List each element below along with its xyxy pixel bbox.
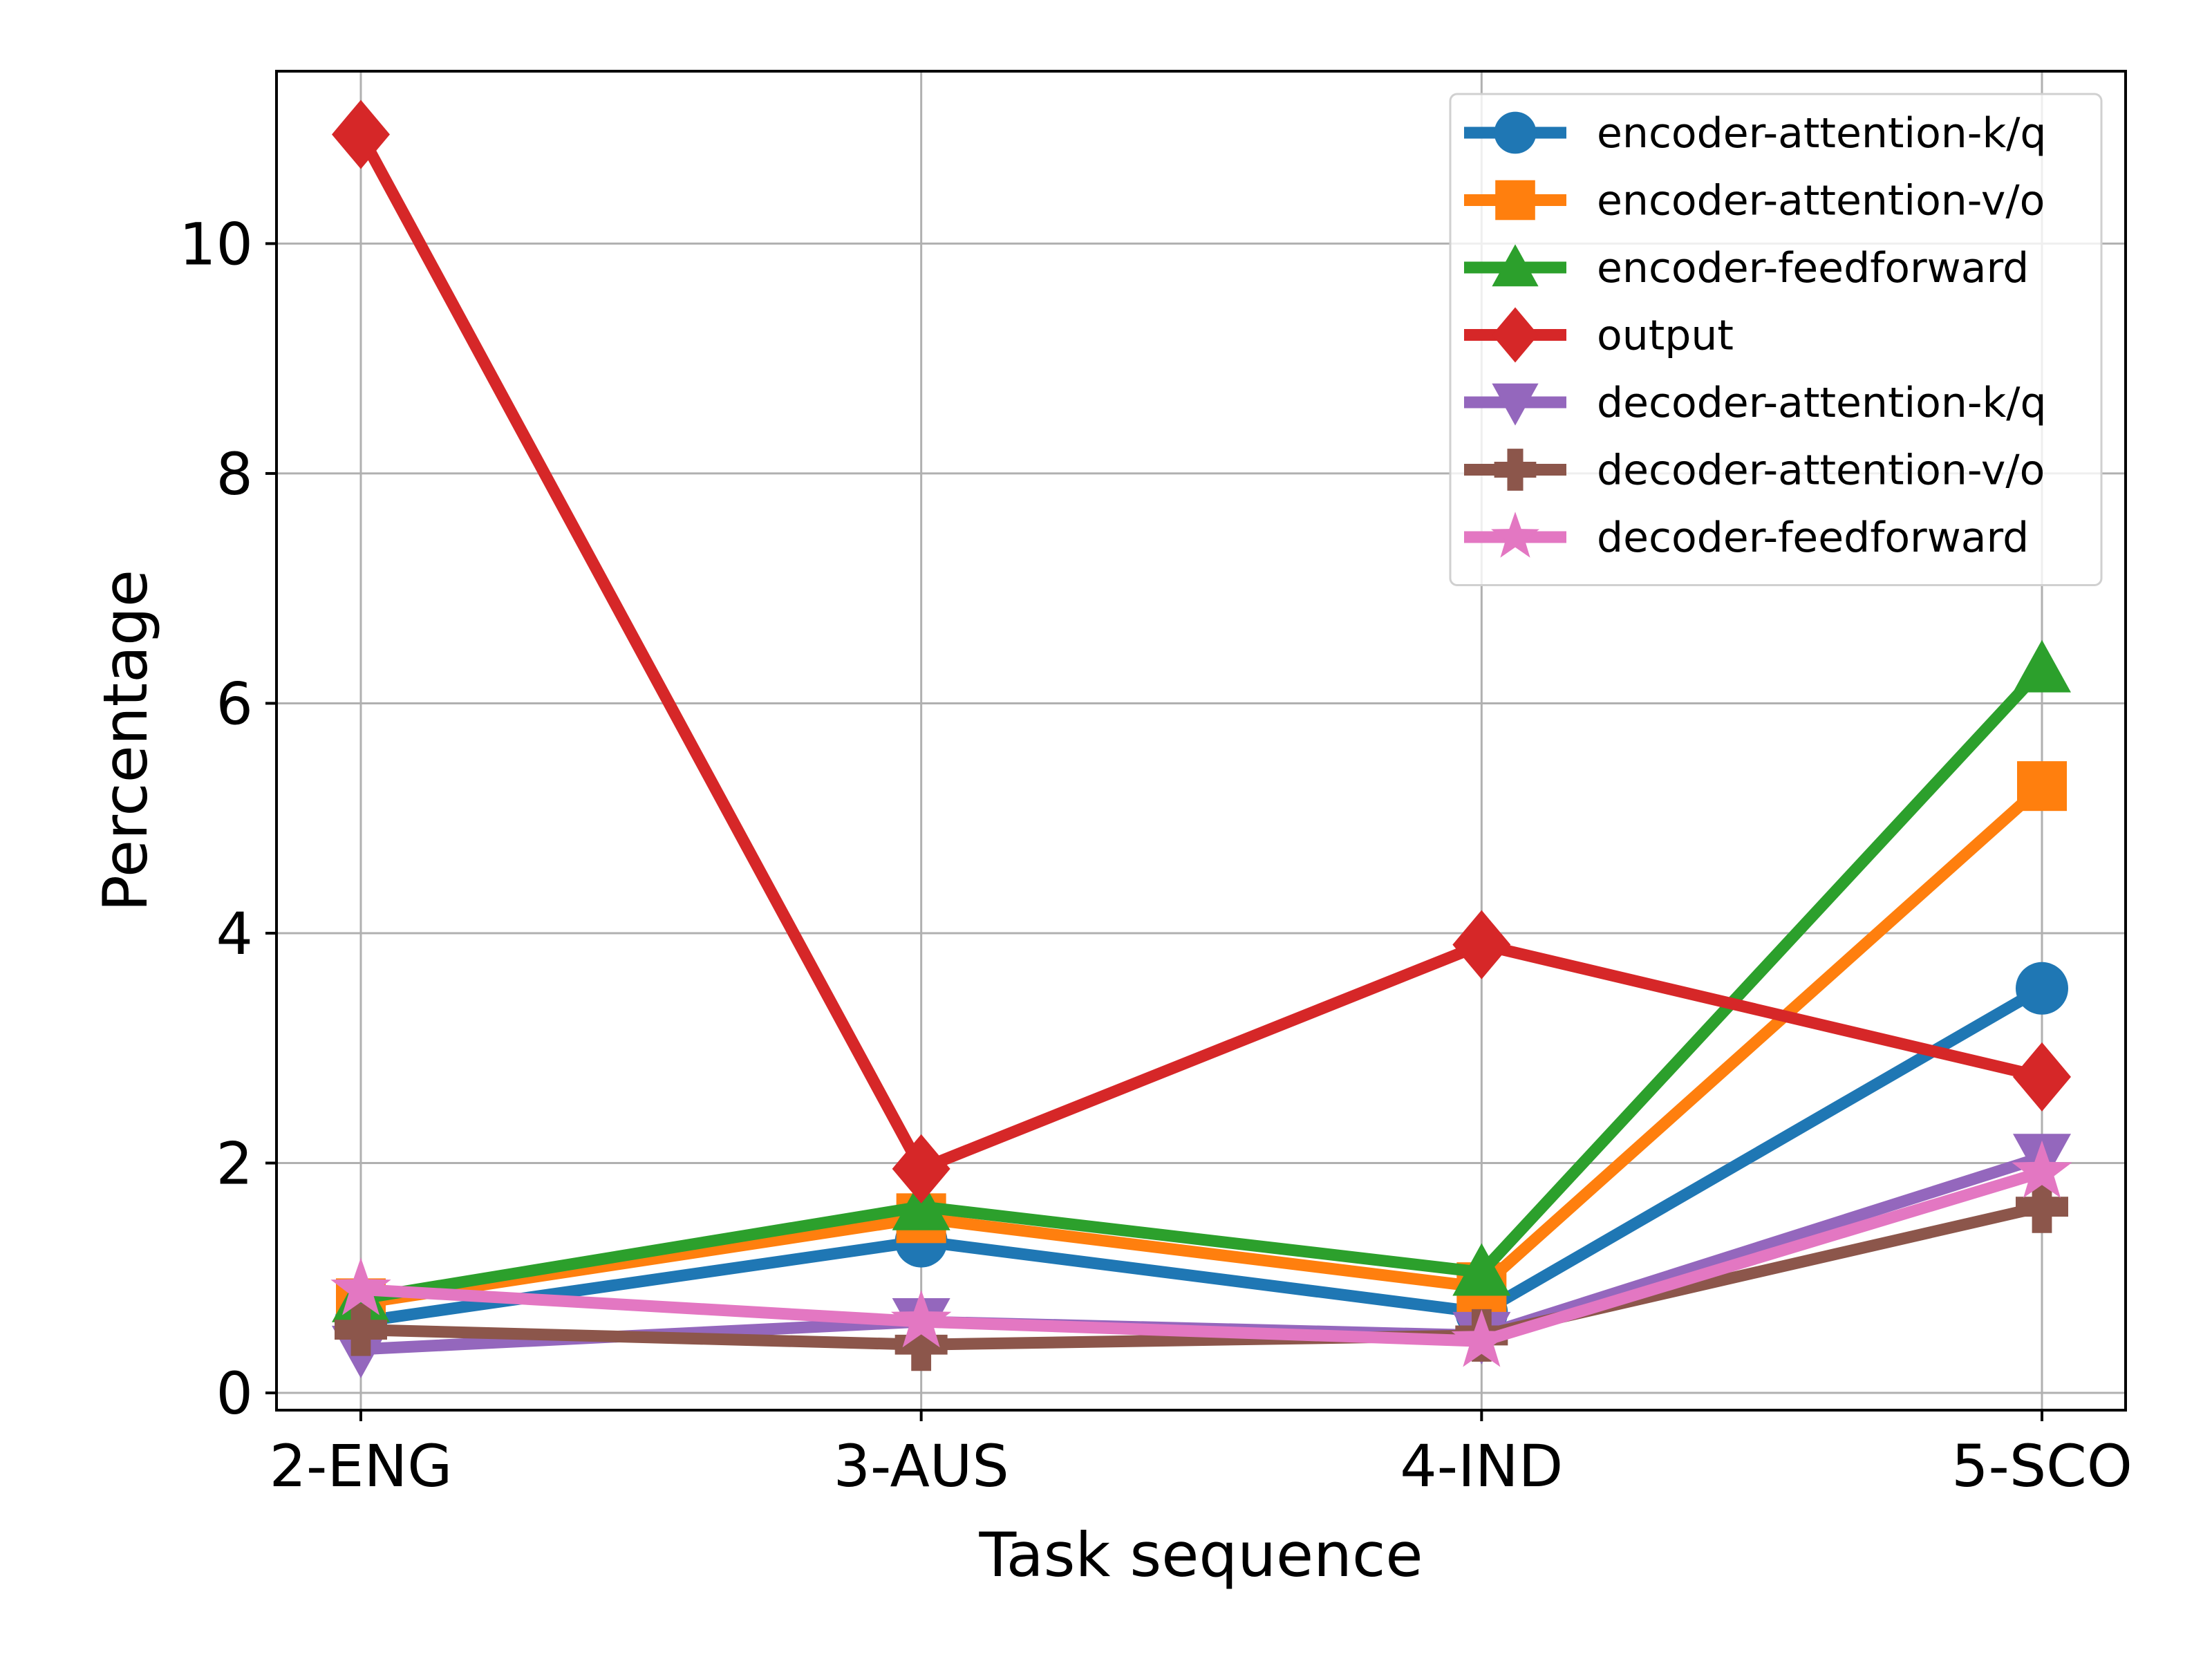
x-axis-label: Task sequence [979,1519,1423,1591]
series-line [355,1166,2048,1347]
data-point [892,1134,950,1203]
series-line [355,780,2048,1309]
y-tick-label: 0 [216,1360,253,1427]
y-tick-label: 8 [216,440,253,508]
data-point [894,1318,948,1371]
legend-item: encoder-attention-v/o [1464,177,2045,225]
data-point [330,1257,391,1315]
legend-label: decoder-attention-k/q [1597,379,2047,427]
data-point [1451,1309,1512,1367]
series-line [355,663,2048,1305]
data-point [892,1177,950,1230]
data-point [2017,761,2067,812]
y-tick-label: 4 [216,900,253,968]
x-tick-label: 3-AUS [834,1432,1009,1500]
series-line [355,982,2048,1328]
legend-item: encoder-attention-k/q [1464,109,2047,158]
data-point [332,100,390,169]
legend-item: decoder-feedforward [1464,512,2029,562]
plot-frame [275,70,2127,1412]
data-point [1452,1243,1511,1296]
x-tick-label: 4-IND [1400,1432,1563,1500]
series-7 [330,1140,2072,1367]
series-line [355,1201,2048,1351]
y-axis-label: Percentage [90,570,161,912]
data-point [2012,1140,2072,1198]
legend-item: decoder-attention-k/q [1464,379,2047,427]
y-tick-label: 10 [179,210,253,278]
legend-label: encoder-attention-k/q [1597,109,2047,158]
legend-marker [1492,383,1539,426]
legend-item: output [1464,307,1734,363]
data-point [890,1290,952,1348]
legend-label: decoder-feedforward [1597,514,2029,562]
legend-marker [1495,180,1535,221]
legend-label: encoder-attention-v/o [1597,177,2045,225]
x-tick-label: 5-SCO [1951,1432,2133,1500]
x-tick-label: 2-ENG [270,1432,453,1500]
legend-marker [1491,512,1539,558]
legend-box [1449,93,2103,586]
series-layer [330,100,2072,1378]
legend-label: decoder-attention-v/o [1597,447,2045,495]
data-point [2016,962,2068,1015]
series-3 [332,639,2071,1322]
data-point [335,1303,387,1356]
y-axis-ticks: 0 2 4 6 8 10 [179,210,276,1427]
legend-marker [1492,307,1539,363]
x-axis-ticks: 2-ENG 3-AUS 4-IND 5-SCO [270,1410,2133,1500]
legend-label: encoder-feedforward [1597,244,2029,292]
legend-item: encoder-feedforward [1464,244,2029,292]
data-point [1452,910,1511,980]
legend-label: output [1597,312,1734,360]
legend-marker [1492,244,1539,287]
y-tick-label: 6 [216,670,253,738]
data-point [2016,1180,2068,1233]
legend-item: decoder-attention-v/o [1464,447,2045,495]
legend-marker [1494,111,1537,154]
data-point [2013,639,2071,693]
legend-marker [1494,449,1537,491]
legend: encoder-attention-k/q encoder-attention-v… [1449,93,2103,586]
data-point [2013,1042,2071,1112]
y-tick-label: 2 [216,1130,253,1198]
series-line [355,128,2048,1175]
series-4 [332,100,2071,1203]
